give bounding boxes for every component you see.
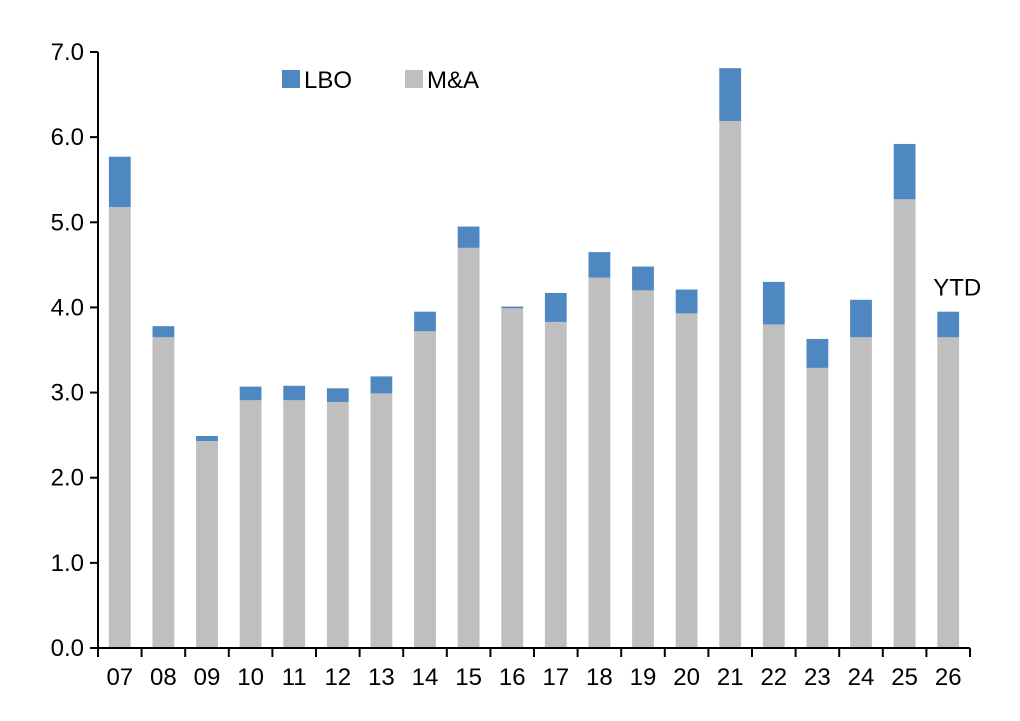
bar-lbo-09 <box>196 435 218 442</box>
bar-lbo-07 <box>108 156 131 207</box>
x-tick-label-12: 12 <box>324 664 351 691</box>
bar-ma-20 <box>675 313 698 648</box>
bar-lbo-25 <box>893 143 916 200</box>
legend-swatch-lbo <box>282 70 300 88</box>
bar-lbo-18 <box>588 252 611 278</box>
bar-lbo-11 <box>283 385 306 401</box>
bar-ma-18 <box>588 277 611 648</box>
x-tick-label-15: 15 <box>455 664 482 691</box>
bar-ma-10 <box>239 400 262 648</box>
bar-ma-14 <box>414 331 436 648</box>
bar-ma-16 <box>501 308 524 648</box>
bar-lbo-26 <box>937 311 960 338</box>
x-tick-label-22: 22 <box>760 664 787 691</box>
x-tick-label-11: 11 <box>282 664 307 691</box>
bar-ma-24 <box>850 337 872 648</box>
legend: LBO M&A <box>282 67 479 94</box>
bar-ma-17 <box>544 321 567 648</box>
bar-ma-25 <box>893 199 916 649</box>
legend-label-lbo: LBO <box>304 67 352 94</box>
bar-ma-08 <box>152 337 175 648</box>
bar-ma-12 <box>326 401 349 648</box>
y-tick-label: 5.0 <box>51 209 84 236</box>
annotation-ytd: YTD <box>933 275 981 302</box>
bar-ma-22 <box>762 324 785 648</box>
bar-lbo-12 <box>326 388 349 402</box>
x-tick-label-20: 20 <box>673 664 700 691</box>
bar-lbo-17 <box>544 292 567 322</box>
bar-ma-26 <box>937 337 960 648</box>
x-axis: 07 08 09 10 11 12 13 14 15 16 17 18 19 20 21 22 23 24 25 26 <box>97 647 971 691</box>
bar-ma-19 <box>632 290 654 648</box>
bars-layer <box>108 68 960 649</box>
legend-swatch-ma <box>405 70 423 88</box>
x-tick-label-07: 07 <box>106 664 133 691</box>
bar-ma-07 <box>108 206 131 648</box>
bar-lbo-15 <box>457 226 480 248</box>
x-tick-label-16: 16 <box>499 664 526 691</box>
x-tick-label-21: 21 <box>717 664 744 691</box>
bar-ma-13 <box>370 393 393 648</box>
x-tick-label-09: 09 <box>194 664 221 691</box>
bar-lbo-13 <box>370 376 393 394</box>
y-tick-label: 6.0 <box>51 124 84 151</box>
x-tick-label-17: 17 <box>542 664 569 691</box>
bar-lbo-16 <box>501 306 524 309</box>
bar-ma-11 <box>283 400 306 648</box>
bar-lbo-22 <box>762 281 785 325</box>
x-tick-label-18: 18 <box>586 664 613 691</box>
bar-lbo-10 <box>239 386 262 401</box>
y-tick-label: 4.0 <box>51 294 84 321</box>
bar-ma-15 <box>457 247 480 648</box>
x-tick-label-13: 13 <box>368 664 395 691</box>
y-tick-label: 3.0 <box>51 380 84 407</box>
x-tick-label-23: 23 <box>804 664 831 691</box>
annotations-layer: YTD <box>933 275 981 302</box>
x-tick-label-08: 08 <box>150 664 177 691</box>
bar-lbo-08 <box>152 326 175 338</box>
x-tick-label-26: 26 <box>935 664 962 691</box>
legend-label-ma: M&A <box>427 67 479 94</box>
y-tick-label: 1.0 <box>51 550 84 577</box>
bar-ma-21 <box>719 120 742 649</box>
x-tick-label-14: 14 <box>412 664 439 691</box>
y-tick-label: 2.0 <box>51 465 84 492</box>
bar-lbo-24 <box>850 299 872 338</box>
bar-lbo-20 <box>675 289 698 314</box>
y-axis: 0.0 1.0 2.0 3.0 4.0 5.0 6.0 7.0 <box>51 39 99 662</box>
x-tick-label-25: 25 <box>891 664 918 691</box>
x-tick-label-10: 10 <box>237 664 264 691</box>
bar-lbo-19 <box>632 266 654 291</box>
bar-ma-23 <box>806 367 829 648</box>
bar-lbo-21 <box>719 68 742 121</box>
bar-lbo-14 <box>414 311 436 332</box>
bar-lbo-23 <box>806 338 829 368</box>
bar-ma-09 <box>196 441 218 648</box>
y-tick-label: 0.0 <box>51 635 84 662</box>
y-tick-label: 7.0 <box>51 39 84 66</box>
x-tick-label-19: 19 <box>630 664 657 691</box>
x-tick-label-24: 24 <box>848 664 875 691</box>
